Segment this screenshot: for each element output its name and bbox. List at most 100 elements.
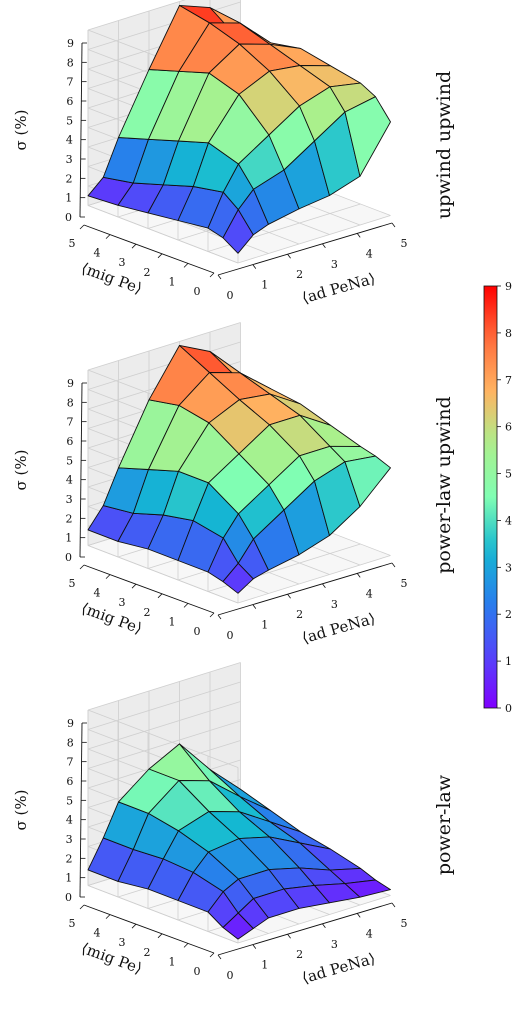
x-tick-label: 4 [366, 927, 373, 940]
panel-side-label: power-law upwind [433, 396, 455, 573]
y-tick-label: 0 [194, 625, 201, 638]
x-tick-label: 5 [401, 237, 408, 250]
panel-side-label: upwind upwind [433, 71, 455, 219]
z-axis-line [79, 722, 83, 898]
y-tick-label: 2 [144, 606, 151, 619]
y-tick-label: 1 [169, 955, 176, 968]
x-tick-label: 5 [401, 577, 408, 590]
y-axis-label: ⟨mig Pe⟩ [79, 939, 145, 978]
grid-left-z [87, 885, 239, 944]
x-tick-mark [356, 233, 361, 238]
z-axis-label: σ (%) [12, 790, 30, 831]
x-tick-label: 1 [261, 959, 268, 972]
panel-1: 0 1 2 3 4 5 6 7 8 9 σ (%) 5 4 3 2 1 0 ⟨mig Pe⟩ 0 1 2 3 4 5 ⟨ad P… [12, 0, 455, 307]
x-tick-mark [287, 593, 291, 599]
x-axis-label: ⟨ad PeNa⟩ [300, 609, 377, 647]
y-tick-label: 3 [119, 256, 126, 269]
colorbar-tick-label: 7 [505, 374, 512, 387]
x-tick-mark [391, 562, 396, 568]
x-axis-label: ⟨ad PeNa⟩ [300, 949, 377, 987]
y-tick-mark [131, 923, 137, 929]
y-tick-mark [183, 943, 189, 948]
y-tick-mark [105, 234, 111, 239]
z-tick-label: 4 [66, 814, 73, 827]
y-tick-label: 5 [69, 917, 76, 930]
x-axis-line [217, 222, 393, 276]
z-tick-label: 9 [67, 37, 74, 50]
z-tick-label: 5 [66, 454, 73, 467]
y-tick-mark [209, 612, 215, 618]
surface-patch [344, 96, 391, 177]
y-tick-label: 5 [69, 237, 76, 250]
x-tick-label: 2 [296, 948, 303, 961]
z-tick-label: 5 [66, 794, 73, 807]
grid-back-z [87, 701, 241, 750]
y-tick-mark [183, 603, 189, 608]
x-tick-label: 0 [227, 969, 234, 982]
z-tick-label: 2 [65, 512, 72, 525]
z-tick-label: 6 [66, 95, 73, 108]
y-tick-mark [157, 593, 163, 599]
grid-left-z [87, 709, 239, 768]
x-tick-mark [356, 573, 361, 578]
colorbar-tick-label: 9 [505, 280, 512, 293]
colorbar-tick-label: 0 [505, 702, 512, 715]
z-axis-label: σ (%) [12, 450, 30, 491]
y-tick-mark [105, 574, 111, 579]
x-tick-mark [287, 253, 291, 259]
z-tick-label: 3 [66, 153, 73, 166]
x-tick-mark [322, 923, 326, 929]
x-tick-label: 5 [401, 917, 408, 930]
panel-3: 0 1 2 3 4 5 6 7 8 9 σ (%) 5 4 3 2 1 0 ⟨mig Pe⟩ 0 1 2 3 4 5 ⟨ad P… [12, 662, 455, 987]
y-tick-label: 3 [119, 596, 126, 609]
y-tick-mark [79, 564, 85, 570]
x-tick-label: 3 [331, 598, 338, 611]
z-axis-line [79, 382, 83, 558]
z-tick-label: 6 [66, 435, 73, 448]
y-tick-mark [105, 914, 111, 919]
z-tick-label: 7 [67, 756, 74, 769]
z-tick-label: 1 [65, 192, 72, 205]
grid-back-z [87, 341, 241, 390]
grid-floor-y [237, 895, 391, 944]
y-tick-label: 0 [194, 285, 201, 298]
colorbar-tick-label: 6 [505, 421, 512, 434]
x-tick-mark [217, 274, 222, 280]
x-axis-label: ⟨ad PeNa⟩ [300, 269, 377, 307]
z-tick-label: 8 [67, 56, 74, 69]
x-tick-label: 0 [227, 629, 234, 642]
y-axis-line [83, 224, 215, 274]
colorbar-tick-label: 8 [505, 327, 512, 340]
grid-back-z [87, 322, 241, 371]
y-tick-label: 4 [94, 927, 101, 940]
x-tick-label: 2 [296, 268, 303, 281]
z-tick-label: 3 [66, 493, 73, 506]
x-tick-mark [391, 902, 396, 908]
y-tick-mark [157, 933, 163, 939]
x-axis-line [217, 562, 393, 616]
x-tick-label: 0 [227, 289, 234, 302]
z-tick-label: 5 [66, 114, 73, 127]
colorbar-fill [483, 285, 498, 709]
z-axis-line [79, 42, 83, 218]
z-tick-label: 2 [65, 172, 72, 185]
z-tick-label: 2 [65, 852, 72, 865]
y-tick-mark [209, 952, 215, 958]
grid-back-z [87, 720, 241, 769]
colorbar-tick-label: 4 [505, 514, 512, 527]
z-tick-label: 4 [66, 134, 73, 147]
z-tick-label: 8 [67, 396, 74, 409]
y-tick-mark [79, 904, 85, 910]
x-tick-mark [217, 614, 222, 620]
y-tick-label: 4 [94, 247, 101, 260]
grid-back-z [87, 0, 186, 31]
y-tick-label: 2 [144, 266, 151, 279]
surface-patch [344, 455, 391, 507]
y-tick-label: 0 [194, 965, 201, 978]
y-tick-label: 1 [169, 615, 176, 628]
x-tick-label: 4 [366, 247, 373, 260]
colorbar-tick-label: 2 [505, 608, 512, 621]
x-tick-mark [322, 583, 326, 589]
z-tick-label: 9 [67, 717, 74, 730]
